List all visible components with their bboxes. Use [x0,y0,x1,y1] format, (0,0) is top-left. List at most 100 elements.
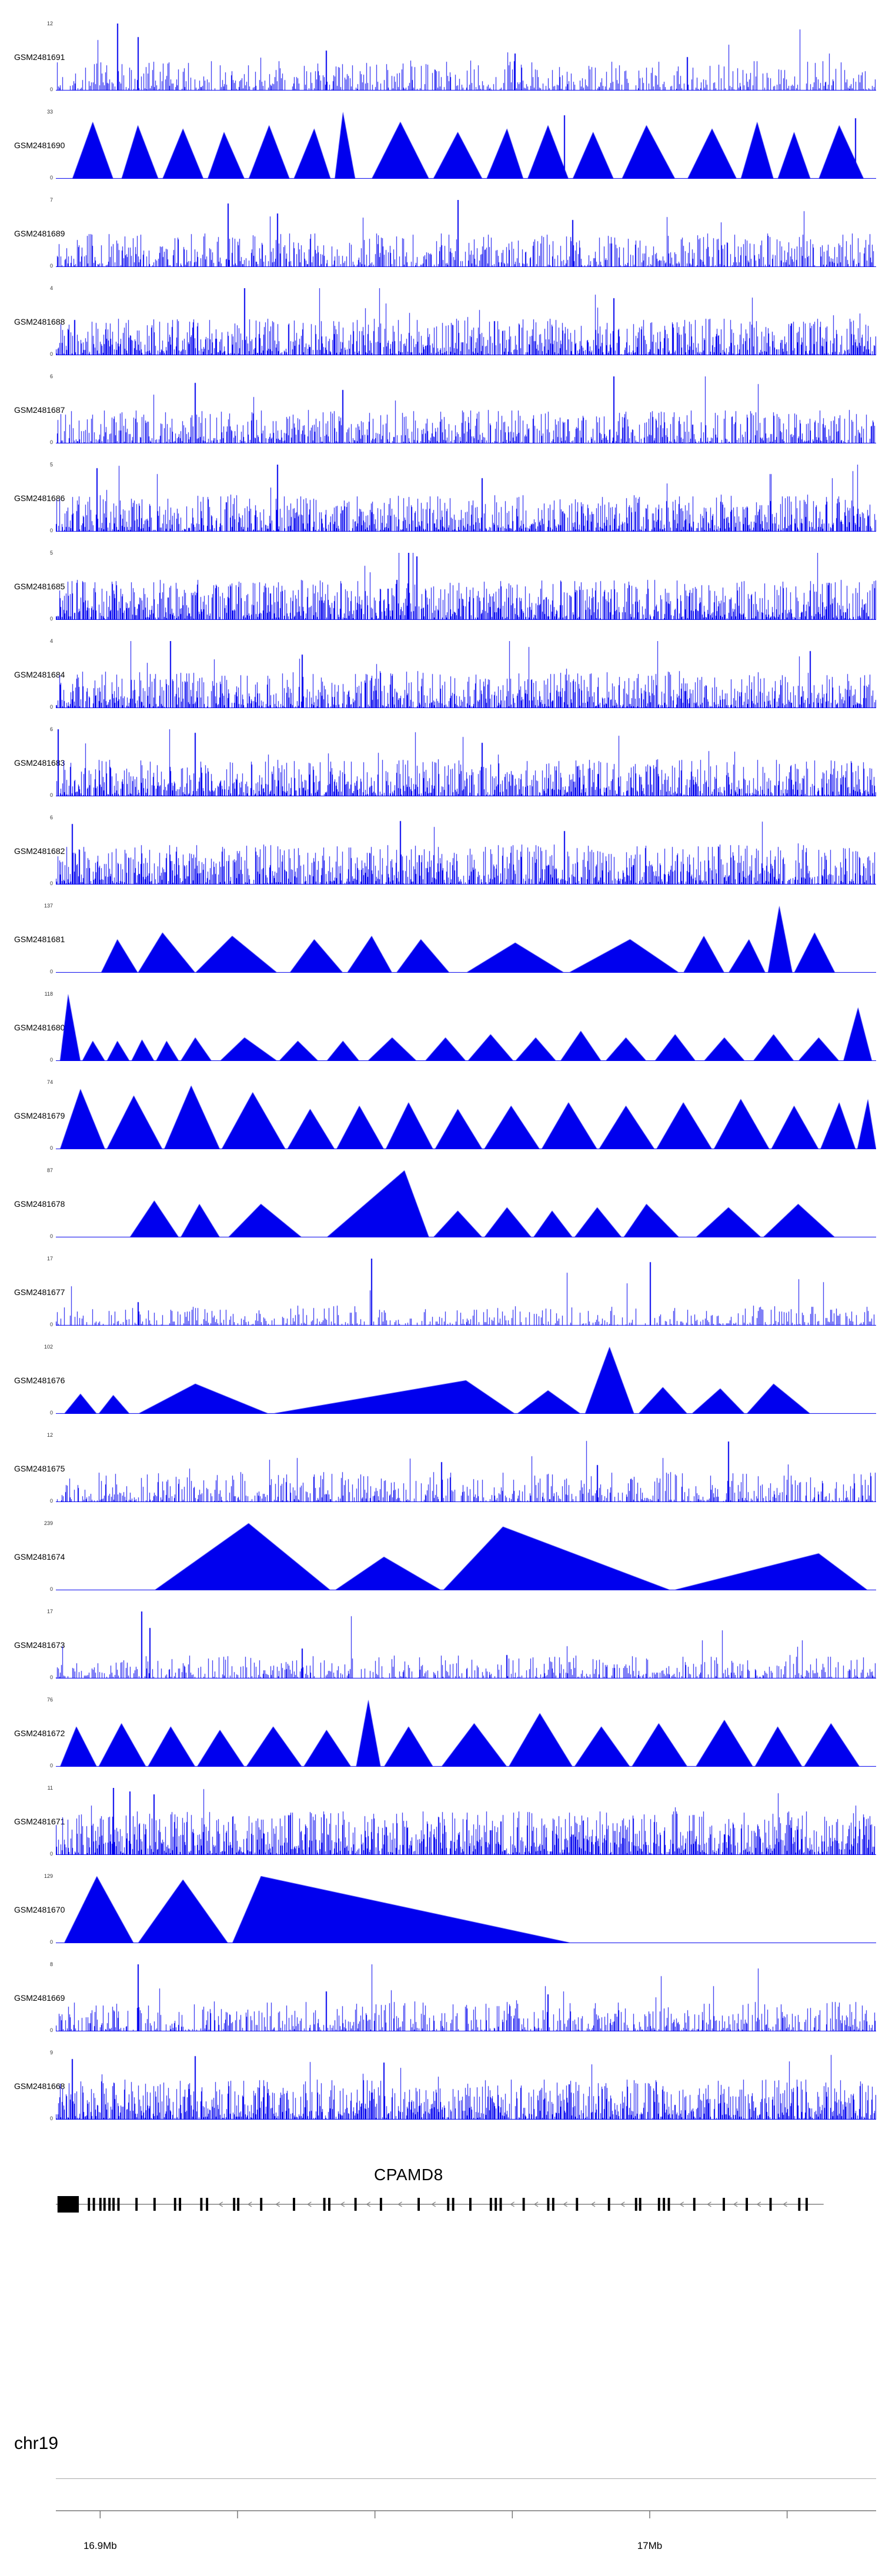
sample-label: GSM2481675 [14,1464,65,1473]
y-axis-max-label: 239 [44,1520,53,1526]
signal-plot [56,200,876,267]
signal-plot [56,1170,876,1237]
y-axis-min-label: 0 [49,704,53,710]
track-plot: 239 0 [44,1521,876,1592]
sample-label: GSM2481686 [14,493,65,503]
track-plot: 8 0 [50,1962,876,2033]
signal-plot [56,1347,876,1414]
track-plot: 5 0 [50,462,876,533]
track-plot: 6 0 [50,727,876,798]
y-axis-max-label: 102 [44,1344,53,1350]
y-axis-max-label: 118 [44,991,53,997]
signal-track-row: GSM2481691 12 0 [0,13,882,101]
signal-track-row: GSM2481679 74 0 [0,1072,882,1160]
sample-label: GSM2481678 [14,1199,65,1209]
signal-plot [56,1435,876,1502]
track-plot: 118 0 [45,992,876,1063]
track-plot: 12 0 [47,21,876,92]
track-plot: 4 0 [50,639,876,710]
signal-plot [56,1611,876,1679]
y-axis-min-label: 0 [49,2027,53,2033]
track-plot: 102 0 [44,1344,876,1416]
signal-track-row: GSM2481672 76 0 [0,1689,882,1777]
sample-label: GSM2481670 [14,1905,65,1914]
sample-label: GSM2481682 [14,846,65,856]
track-plot: 6 0 [50,374,876,445]
y-axis-min-label: 0 [49,1322,53,1327]
chromosome-label: chr19 [14,2434,59,2453]
signal-plot [56,1523,876,1590]
signal-track-row: GSM2481680 118 0 [0,983,882,1072]
y-axis-max-label: 6 [49,373,53,379]
signal-track-row: GSM2481678 87 0 [0,1160,882,1248]
y-axis-min-label: 0 [49,1939,53,1945]
y-axis-max-label: 4 [49,285,53,291]
sample-label: GSM2481677 [14,1287,65,1297]
signal-track-row: GSM2481674 239 0 [0,1513,882,1601]
axis-coordinate-label: 17Mb [637,2540,663,2551]
signal-track-row: GSM2481682 6 0 [0,807,882,895]
track-plot: 76 0 [47,1697,876,1769]
sample-label: GSM2481672 [14,1729,65,1738]
signal-plot [56,2053,876,2120]
y-axis-max-label: 4 [49,638,53,644]
signal-track-row: GSM2481671 11 0 [0,1777,882,1866]
signal-track-row: GSM2481668 9 0 [0,2042,882,2130]
y-axis-min-label: 0 [49,439,53,445]
signal-plot [56,553,876,620]
signal-plot [56,465,876,532]
signal-plot [56,1082,876,1149]
y-axis-min-label: 0 [49,86,53,92]
track-plot: 12 0 [47,1433,876,1504]
axis-tick-labels: 16.9Mb 17Mb [56,2540,876,2555]
y-axis-min-label: 0 [49,175,53,181]
signal-track-row: GSM2481690 33 0 [0,101,882,189]
gene-track: CPAMD8 [56,2165,876,2227]
sample-label: GSM2481687 [14,405,65,415]
signal-track-row: GSM2481686 5 0 [0,454,882,542]
y-axis-max-label: 129 [44,1873,53,1879]
y-axis-max-label: 11 [47,1785,53,1791]
signal-track-row: GSM2481670 129 0 [0,1866,882,1954]
y-axis-max-label: 74 [46,1079,53,1085]
sample-label: GSM2481684 [14,670,65,679]
y-axis-min-label: 0 [49,528,53,533]
signal-track-row: GSM2481677 17 0 [0,1248,882,1336]
y-axis-min-label: 0 [49,1674,53,1680]
sample-label: GSM2481679 [14,1111,65,1120]
y-axis-max-label: 8 [49,1961,53,1967]
sample-label: GSM2481668 [14,2081,65,2091]
y-axis-min-label: 0 [49,263,53,269]
sample-label: GSM2481690 [14,141,65,150]
signal-plot [56,288,876,355]
y-axis-max-label: 6 [49,815,53,820]
y-axis-min-label: 0 [49,1851,53,1857]
y-axis-max-label: 33 [46,109,53,115]
y-axis-max-label: 17 [46,1609,53,1614]
track-plot: 129 0 [44,1874,876,1945]
sample-label: GSM2481669 [14,1993,65,2003]
axis-range-line [56,2478,876,2479]
sample-label: GSM2481676 [14,1376,65,1385]
y-axis-min-label: 0 [49,1057,53,1063]
signal-track-row: GSM2481684 4 0 [0,630,882,719]
signal-track-row: GSM2481676 102 0 [0,1336,882,1424]
y-axis-max-label: 12 [46,21,53,26]
sample-label: GSM2481691 [14,52,65,62]
y-axis-min-label: 0 [49,969,53,975]
sample-label: GSM2481671 [14,1817,65,1826]
gene-name-row: CPAMD8 [56,2165,876,2185]
track-plot: 11 0 [48,1786,876,1857]
sample-label: GSM2481685 [14,582,65,591]
signal-plot [56,112,876,179]
track-plot: 9 0 [50,2050,876,2121]
signal-track-row: GSM2481685 5 0 [0,542,882,630]
track-plot: 7 0 [50,198,876,269]
signal-tracks: GSM2481691 12 0 GSM2481690 33 0 GSM24816… [0,13,882,2130]
y-axis-min-label: 0 [49,616,53,622]
gene-model [56,2196,824,2213]
signal-plot [56,376,876,443]
signal-track-row: GSM2481689 7 0 [0,189,882,278]
y-axis-min-label: 0 [49,1763,53,1769]
track-plot: 87 0 [47,1168,876,1239]
